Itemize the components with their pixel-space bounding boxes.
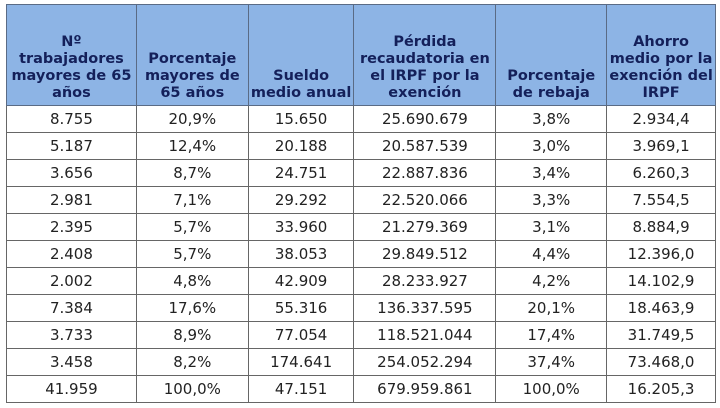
table-cell: 4,4% <box>495 240 608 268</box>
table-cell: 174.641 <box>247 348 355 376</box>
table-cell: 5.187 <box>6 132 137 160</box>
irpf-exemption-table: Nº trabajadores mayores de 65 años Porcen… <box>6 4 716 403</box>
table-cell: 77.054 <box>247 321 355 349</box>
table-cell: 136.337.595 <box>353 294 497 322</box>
table-cell: 18.463,9 <box>606 294 716 322</box>
table-row: 2.408 5,7% 38.053 29.849.512 4,4% 12.396,0 <box>6 240 716 268</box>
table-cell: 8,9% <box>135 321 249 349</box>
table-cell: 118.521.044 <box>353 321 497 349</box>
table-cell: 3.656 <box>6 159 137 187</box>
table-cell: 2.395 <box>6 213 137 241</box>
table-cell: 22.520.066 <box>353 186 497 214</box>
table-cell: 31.749,5 <box>606 321 716 349</box>
table-cell: 73.468,0 <box>606 348 716 376</box>
table-cell: 5,7% <box>135 213 249 241</box>
table-cell: 28.233.927 <box>353 267 497 295</box>
table-cell: 17,4% <box>495 321 608 349</box>
table-cell: 42.909 <box>247 267 355 295</box>
column-header: Ahorro medio por la exención del IRPF <box>606 4 716 106</box>
table-cell: 29.849.512 <box>353 240 497 268</box>
table-row: 2.002 4,8% 42.909 28.233.927 4,2% 14.102,9 <box>6 267 716 295</box>
table-cell: 8,2% <box>135 348 249 376</box>
table-cell: 20,1% <box>495 294 608 322</box>
table-cell: 29.292 <box>247 186 355 214</box>
table-cell: 8.884,9 <box>606 213 716 241</box>
table-row: 8.755 20,9% 15.650 25.690.679 3,8% 2.934,4 <box>6 105 716 133</box>
table-cell: 55.316 <box>247 294 355 322</box>
table-row: 2.981 7,1% 29.292 22.520.066 3,3% 7.554,5 <box>6 186 716 214</box>
table-row: 3.733 8,9% 77.054 118.521.044 17,4% 31.749,5 <box>6 321 716 349</box>
table-cell: 25.690.679 <box>353 105 497 133</box>
table-cell: 22.887.836 <box>353 159 497 187</box>
table-cell: 5,7% <box>135 240 249 268</box>
table-row: 7.384 17,6% 55.316 136.337.595 20,1% 18.463,9 <box>6 294 716 322</box>
table-row: 2.395 5,7% 33.960 21.279.369 3,1% 8.884,9 <box>6 213 716 241</box>
table-cell: 33.960 <box>247 213 355 241</box>
table-cell: 38.053 <box>247 240 355 268</box>
table-cell: 3,8% <box>495 105 608 133</box>
table-cell: 2.981 <box>6 186 137 214</box>
column-header: Sueldo medio anual <box>247 4 355 106</box>
table-cell: 37,4% <box>495 348 608 376</box>
header-row: Nº trabajadores mayores de 65 años Porcen… <box>6 4 716 106</box>
table-cell: 3,0% <box>495 132 608 160</box>
table-cell: 3,4% <box>495 159 608 187</box>
column-header: Nº trabajadores mayores de 65 años <box>6 4 137 106</box>
table-cell: 4,8% <box>135 267 249 295</box>
table-cell: 8,7% <box>135 159 249 187</box>
table-cell: 20.188 <box>247 132 355 160</box>
table-cell: 47.151 <box>247 375 355 403</box>
table-cell: 21.279.369 <box>353 213 497 241</box>
table-cell: 14.102,9 <box>606 267 716 295</box>
table-cell: 2.934,4 <box>606 105 716 133</box>
table-row: 5.187 12,4% 20.188 20.587.539 3,0% 3.969,1 <box>6 132 716 160</box>
table-cell: 100,0% <box>135 375 249 403</box>
table-cell: 254.052.294 <box>353 348 497 376</box>
table-cell: 3,3% <box>495 186 608 214</box>
table-cell: 3.733 <box>6 321 137 349</box>
column-header: Pérdida recaudatoria en el IRPF por la e… <box>353 4 497 106</box>
table-cell: 12.396,0 <box>606 240 716 268</box>
table-cell: 7,1% <box>135 186 249 214</box>
table-cell: 2.002 <box>6 267 137 295</box>
column-header: Porcentaje mayores de 65 años <box>135 4 249 106</box>
table-cell: 2.408 <box>6 240 137 268</box>
table-cell: 24.751 <box>247 159 355 187</box>
table-row: 3.458 8,2% 174.641 254.052.294 37,4% 73.468,0 <box>6 348 716 376</box>
table-cell: 4,2% <box>495 267 608 295</box>
table-cell: 20.587.539 <box>353 132 497 160</box>
table-cell: 41.959 <box>6 375 137 403</box>
table-cell: 7.554,5 <box>606 186 716 214</box>
table-cell: 12,4% <box>135 132 249 160</box>
table-cell: 100,0% <box>495 375 608 403</box>
table-cell: 3,1% <box>495 213 608 241</box>
table-cell: 7.384 <box>6 294 137 322</box>
table-cell: 3.458 <box>6 348 137 376</box>
table-cell: 17,6% <box>135 294 249 322</box>
table-cell: 3.969,1 <box>606 132 716 160</box>
table-cell: 20,9% <box>135 105 249 133</box>
column-header: Porcentaje de rebaja <box>495 4 608 106</box>
table-cell: 16.205,3 <box>606 375 716 403</box>
total-row: 41.959 100,0% 47.151 679.959.861 100,0% 16.20… <box>6 375 716 403</box>
table-cell: 679.959.861 <box>353 375 497 403</box>
table-row: 3.656 8,7% 24.751 22.887.836 3,4% 6.260,3 <box>6 159 716 187</box>
table-cell: 15.650 <box>247 105 355 133</box>
table-cell: 8.755 <box>6 105 137 133</box>
table-cell: 6.260,3 <box>606 159 716 187</box>
